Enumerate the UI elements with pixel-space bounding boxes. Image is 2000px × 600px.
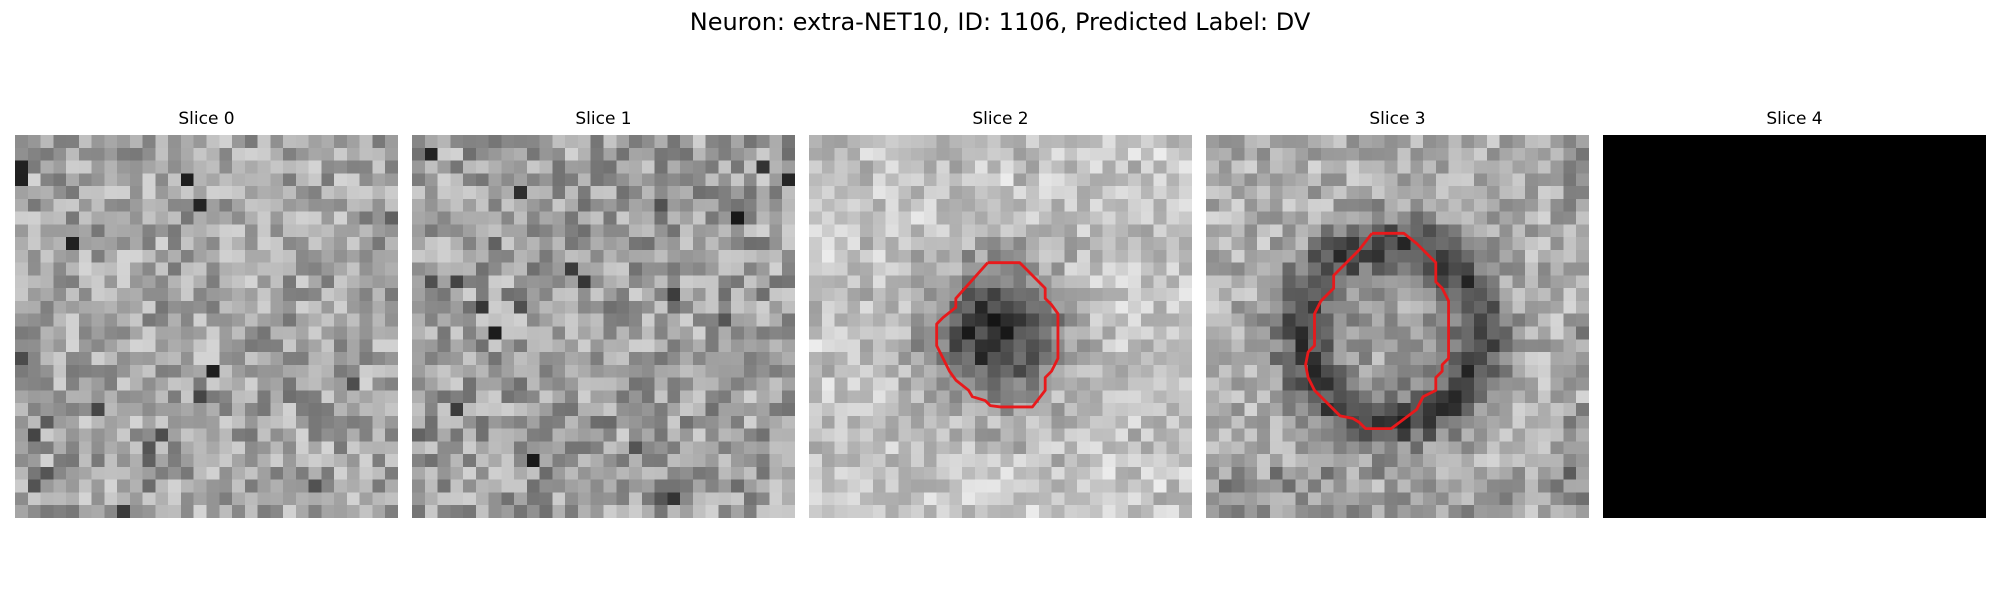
slice-panel-0: Slice 0 [15, 108, 398, 518]
figure-title: Neuron: extra-NET10, ID: 1106, Predicted… [689, 8, 1311, 36]
slice-image [809, 135, 1192, 518]
slice-panel-4: Slice 4 [1603, 108, 1986, 518]
slice-image [1603, 135, 1986, 518]
slice-panel-3: Slice 3 [1206, 108, 1589, 518]
pixel-grid [1206, 135, 1589, 518]
slice-panel-1: Slice 1 [412, 108, 795, 518]
pixel-grid [412, 135, 795, 518]
slice-title: Slice 2 [972, 109, 1029, 129]
slice-title: Slice 0 [178, 109, 235, 129]
neuron-contour [935, 261, 1060, 409]
slice-image [412, 135, 795, 518]
pixel-grid [809, 135, 1192, 518]
pixel-grid [15, 135, 398, 518]
slice-image [1206, 135, 1589, 518]
neuron-contour [1304, 231, 1450, 431]
slice-panel-2: Slice 2 [809, 108, 1192, 518]
empty-slice-fill [1603, 135, 1986, 518]
slice-title: Slice 1 [575, 109, 632, 129]
slice-title: Slice 3 [1369, 109, 1426, 129]
slice-title: Slice 4 [1766, 109, 1823, 129]
slice-image [15, 135, 398, 518]
